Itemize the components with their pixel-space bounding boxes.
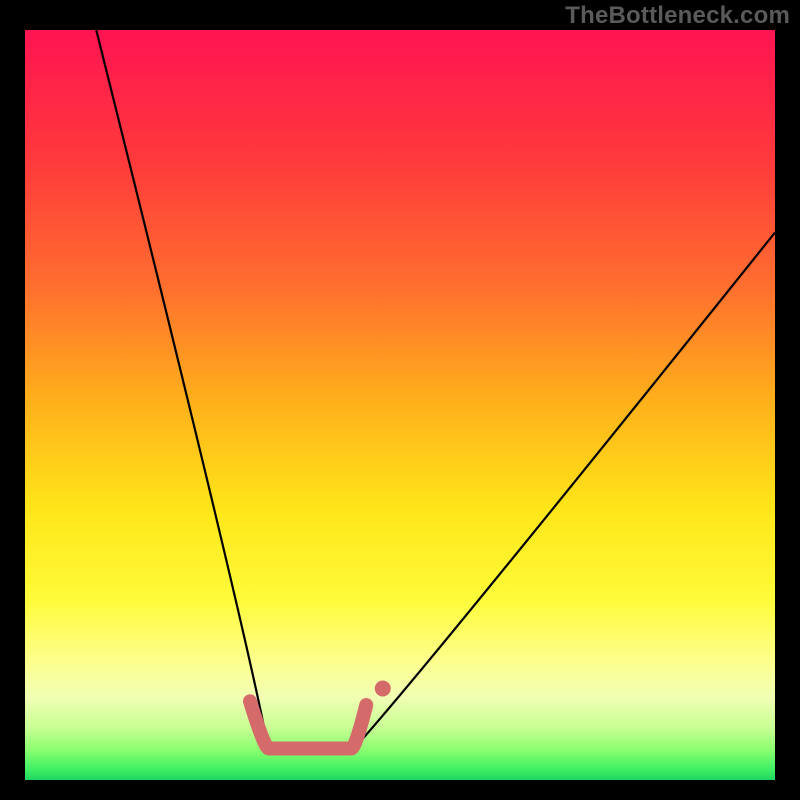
basin-highlight-dot — [375, 681, 391, 697]
watermark-text: TheBottleneck.com — [565, 2, 790, 30]
canvas: TheBottleneck.com — [0, 0, 800, 800]
bottleneck-curve-left — [96, 30, 310, 752]
basin-highlight-stroke — [250, 701, 366, 748]
curve-layer — [25, 30, 775, 780]
plot-frame — [25, 30, 775, 780]
plot-area — [25, 30, 775, 780]
bottleneck-curve-right — [310, 233, 775, 752]
